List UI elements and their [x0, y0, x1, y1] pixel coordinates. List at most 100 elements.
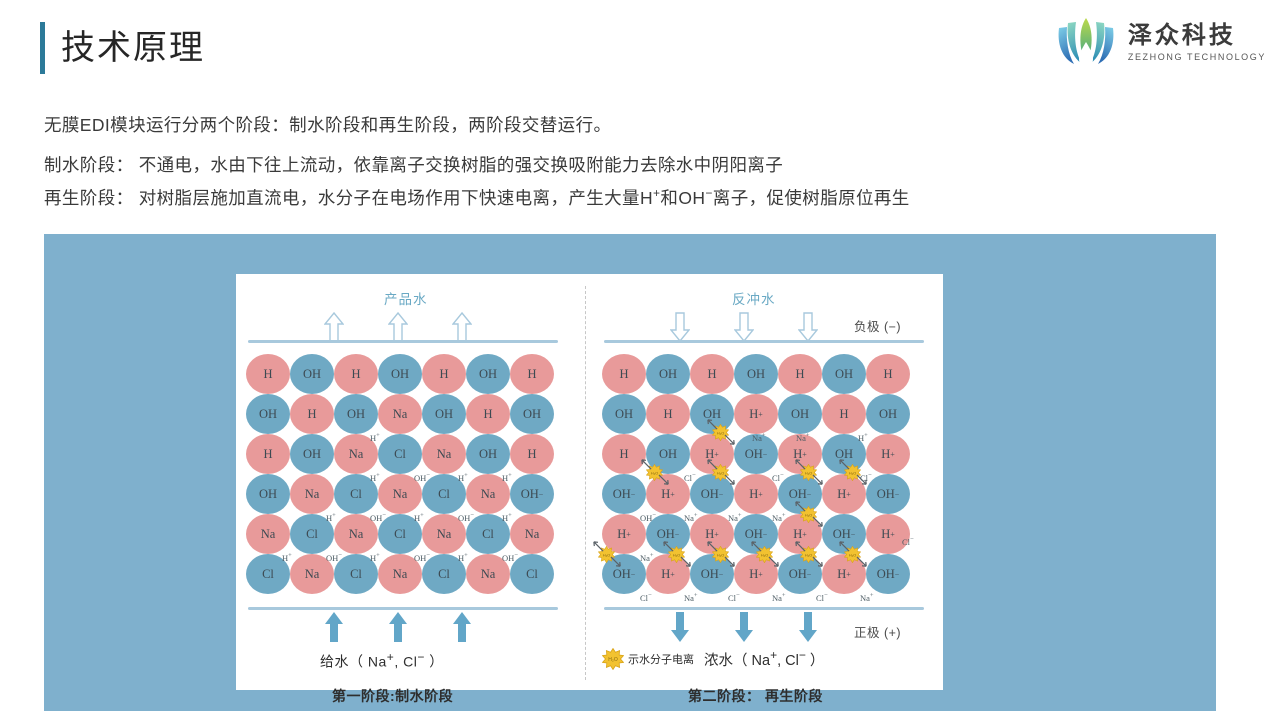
stage-two-free-ion-tag: Cl− [772, 472, 784, 483]
stage-one-ion-cell: OH [290, 354, 334, 394]
stage-one-ion-cell: Na [378, 554, 422, 594]
ion-migration-arrow-icon [839, 459, 850, 470]
ion-charge-superscript: + [670, 489, 675, 499]
svg-text:H₂O: H₂O [673, 552, 681, 557]
ion-migration-arrow-icon [724, 434, 735, 445]
stage-two-ion-cell: H [866, 354, 910, 394]
page-title: 技术原理 [61, 29, 205, 67]
stage-two-free-ion-tag: H+ [858, 432, 868, 443]
svg-text:H₂O: H₂O [849, 470, 857, 475]
stage-two-ion-cell: H [602, 354, 646, 394]
stage-one-ion-cell: Cl [290, 514, 334, 554]
ion-charge-superscript: − [762, 529, 768, 539]
stage-two-free-ion-tag: Na+ [860, 592, 874, 603]
stage-two-ion-cell: OH − [602, 554, 646, 594]
ion-charge-superscript: − [894, 569, 900, 579]
stage-two-ion-cell: H + [866, 514, 910, 554]
stage-two-ion-cell: H + [822, 554, 866, 594]
stage-two-ion-cell: OH − [646, 514, 690, 554]
stage-two-free-ion-tag: Cl− [860, 472, 872, 483]
regen-text-post: 离子，促使树脂原位再生 [712, 188, 910, 208]
product-water-arrow-up-1 [324, 312, 344, 342]
stage-two-free-ion-tag: Na+ [728, 512, 742, 523]
stage-one-free-ion-tag: H+ [414, 512, 424, 523]
stage-one-ion-cell: Cl [422, 554, 466, 594]
stage-one-ion-cell: H [466, 394, 510, 434]
stage-two-ion-cell: OH − [690, 554, 734, 594]
product-water-arrow-up-3 [452, 312, 472, 342]
svg-text:H₂O: H₂O [717, 552, 725, 557]
stage-one-ion-cell: Na [510, 514, 554, 554]
ion-migration-arrow-icon [856, 556, 867, 567]
stage-one-ion-cell: H [334, 354, 378, 394]
stage-one-ion-cell: OH [422, 394, 466, 434]
stage-two-free-ion-tag: Cl− [728, 592, 740, 603]
intro-paragraph: 无膜EDI模块运行分两个阶段：制水阶段和再生阶段，两阶段交替运行。 [44, 115, 612, 135]
stage-one-free-ion-tag: H+ [326, 512, 336, 523]
stage-two-free-ion-tag: Na+ [772, 512, 786, 523]
stage-two-free-ion-tag: Cl− [684, 472, 696, 483]
feed-water-arrow-up-3 [453, 612, 471, 642]
ion-charge-superscript: − [718, 489, 724, 499]
backwash-arrow-down-2 [734, 312, 754, 342]
stage-one-ion-cell: Cl [510, 554, 554, 594]
stage-one-ion-cell: Cl [466, 514, 510, 554]
ion-migration-arrow-icon [663, 541, 674, 552]
stage-one-free-ion-tag: H+ [458, 472, 468, 483]
logo-company-name-en: ZEZHONG TECHNOLOGY [1127, 52, 1266, 62]
ion-migration-arrow-icon [856, 474, 867, 485]
ion-migration-arrow-icon [610, 556, 621, 567]
stage-two-ion-cell: OH [866, 394, 910, 434]
stage-two-free-ion-tag: Cl− [902, 536, 914, 547]
stage-one-caption: 第一阶段:制水阶段 [332, 688, 454, 704]
ion-charge-superscript: + [890, 449, 895, 459]
feed-water-label: 给水（ Na+, Cl− ） [320, 650, 444, 672]
stage-two-ion-cell: OH [646, 354, 690, 394]
stage-one-ion-cell: Na [422, 514, 466, 554]
svg-text:H₂O: H₂O [717, 430, 725, 435]
stage-two-free-ion-tag: Cl− [816, 592, 828, 603]
ion-charge-superscript: − [806, 489, 812, 499]
stage-one-ion-cell: H [246, 354, 290, 394]
regen-text-mid: 和OH [660, 188, 706, 208]
conc-label-post: ） [805, 652, 825, 669]
stage-one-ion-cell: H [246, 434, 290, 474]
page-header: 技术原理 [40, 22, 205, 74]
stage-two-ion-cell: OH − [866, 474, 910, 514]
svg-text:H₂O: H₂O [717, 470, 725, 475]
stage-two-ion-cell: H + [602, 514, 646, 554]
stage-one-free-ion-tag: OH− [502, 552, 518, 563]
right-bottom-electrode-line [604, 607, 924, 610]
legend-label: 示水分子电离 [628, 654, 694, 666]
regen-sup-plus: + [653, 186, 661, 201]
stage-two-ion-cell: OH − [822, 514, 866, 554]
stage-one-ion-cell: Cl [246, 554, 290, 594]
svg-text:H₂O: H₂O [805, 552, 813, 557]
ion-charge-superscript: − [630, 569, 636, 579]
ion-migration-arrow-icon [707, 459, 718, 470]
ion-migration-arrow-icon [839, 541, 850, 552]
ion-charge-superscript: + [890, 529, 895, 539]
cathode-label: 负极 (−) [854, 320, 902, 334]
stage-one-ion-cell: Cl [378, 434, 422, 474]
feed-water-arrow-up-1 [325, 612, 343, 642]
left-top-membrane-line [248, 340, 558, 343]
stage-two-ion-cell: OH − [602, 474, 646, 514]
stage-one-free-ion-tag: H+ [282, 552, 292, 563]
conc-label-sup2: − [798, 648, 806, 663]
stage-two-caption: 第二阶段： 再生阶段 [688, 688, 823, 704]
ion-migration-arrow-icon [795, 541, 806, 552]
ion-charge-superscript: − [762, 449, 768, 459]
stage-two-free-ion-tag: Cl− [640, 592, 652, 603]
concentrate-arrow-down-3 [799, 612, 817, 642]
stage-two-ion-cell: OH − [734, 434, 778, 474]
stage-one-free-ion-tag: OH− [414, 472, 430, 483]
stage-two-ion-cell: OH − [690, 474, 734, 514]
ion-charge-superscript: + [758, 489, 763, 499]
production-stage-paragraph: 制水阶段： 不通电，水由下往上流动，依靠离子交换树脂的强交换吸附能力去除水中阴阳… [44, 155, 784, 175]
stage-two-ion-cell: H + [778, 514, 822, 554]
svg-text:H₂O: H₂O [608, 657, 618, 663]
backwash-arrow-down-1 [670, 312, 690, 342]
product-water-arrow-up-2 [388, 312, 408, 342]
stage-one-ion-cell: H [290, 394, 334, 434]
